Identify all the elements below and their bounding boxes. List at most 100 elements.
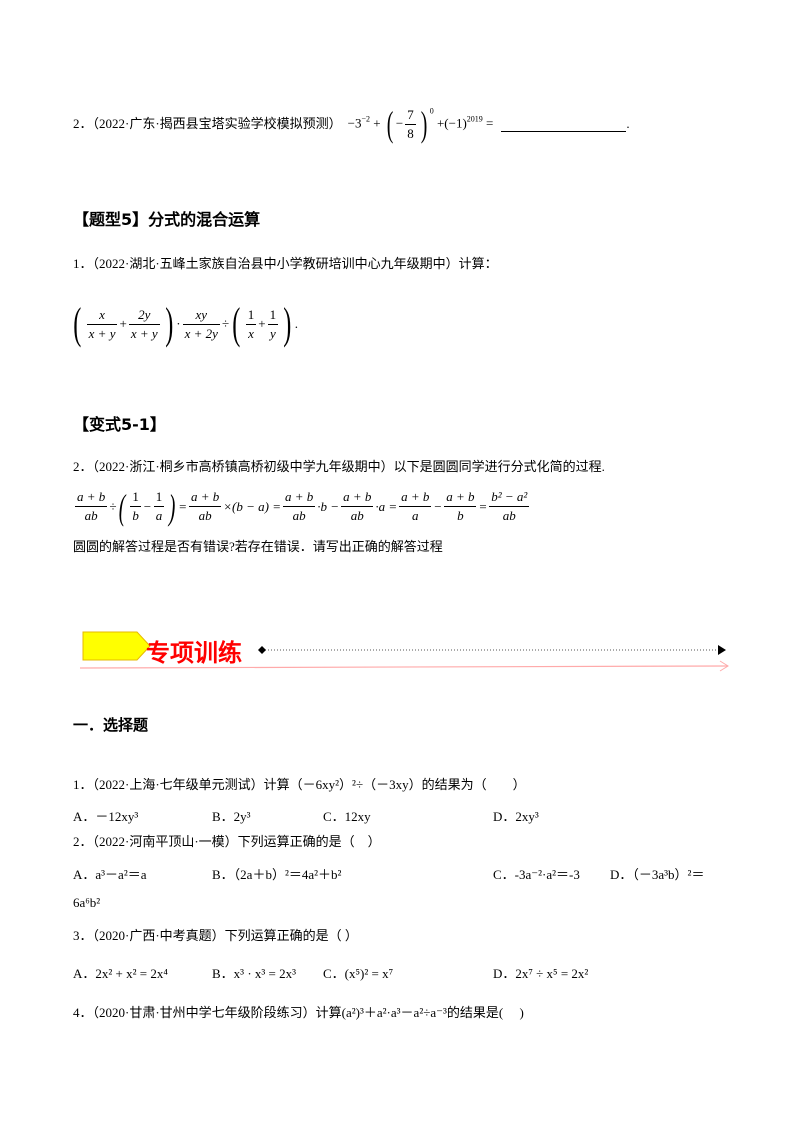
- paren: ): [420, 104, 428, 144]
- numerator: a + b: [341, 488, 374, 507]
- operator: =: [178, 498, 187, 514]
- section-heading: 【题型5】分式的混合运算: [73, 210, 261, 229]
- numerator: b² − a²: [489, 488, 530, 507]
- denominator: b: [457, 508, 464, 523]
- operator: −: [433, 498, 443, 514]
- operator: −: [395, 114, 404, 130]
- denominator: ab: [502, 508, 516, 523]
- numerator: x: [86, 306, 118, 325]
- option-c[interactable]: C．(x⁵)² = x⁷: [323, 966, 394, 981]
- arrow-head: [718, 645, 726, 655]
- denominator: x: [248, 325, 254, 341]
- paren: (: [119, 486, 126, 527]
- numerator: xy: [182, 306, 220, 325]
- operator: ·: [176, 316, 181, 332]
- math-expression: −3−2 + (−7 8) 0 +(−1)2019 =: [348, 106, 494, 143]
- numerator: 1: [267, 306, 279, 325]
- option-d[interactable]: D．2xy³: [493, 809, 539, 824]
- fraction: b² − a² ab: [489, 488, 530, 525]
- numerator: 1: [130, 488, 141, 507]
- numerator: 1: [245, 306, 257, 325]
- operator: ÷: [221, 316, 230, 332]
- denominator: x + y: [88, 325, 116, 341]
- option-d[interactable]: D．（－3a³b）²＝: [610, 867, 705, 882]
- section-banner: 专项训练: [80, 630, 732, 675]
- denominator: ab: [292, 508, 306, 523]
- banner-graphic: [80, 631, 729, 672]
- operator: +: [373, 114, 381, 130]
- operator: =: [486, 114, 494, 130]
- fraction: a + b ab: [341, 488, 374, 525]
- operator: =: [478, 498, 488, 514]
- question-text: 1．（2022·上海·七年级单元测试）计算（－6xy²）²÷（－3xy）的结果为…: [73, 777, 526, 792]
- exponent: −2: [361, 113, 371, 123]
- variant-heading: 【变式5-1】: [73, 415, 166, 434]
- fraction: 2y x + y: [128, 306, 160, 343]
- math-term: ×(b − a) =: [223, 498, 281, 514]
- option-a[interactable]: A．2x² + x² = 2x⁴: [73, 966, 168, 981]
- denominator: a: [155, 508, 163, 523]
- diamond-marker: [258, 646, 266, 654]
- banner-arrow-box: [82, 631, 151, 661]
- denominator: 8: [407, 125, 414, 141]
- operator: +: [258, 316, 266, 332]
- paren: ): [164, 299, 173, 348]
- numerator: a + b: [188, 488, 222, 507]
- option-a[interactable]: A．－12xy³: [73, 809, 139, 824]
- math-term: −3: [347, 114, 362, 130]
- option-b[interactable]: B．（2a＋b）²＝4a²＋b²: [212, 867, 342, 882]
- question-text: 2．（2022·浙江·桐乡市高桥镇高桥初级中学九年级期中）以下是圆圆同学进行分式…: [73, 459, 605, 474]
- banner-title: 专项训练: [146, 639, 242, 667]
- numerator: a + b: [75, 488, 108, 507]
- question-line: 2．（2022·广东·揭西县宝塔实验学校模拟预测） −3−2 + (−7 8) 0 …: [73, 104, 630, 144]
- option-c[interactable]: C．-3a⁻²·a²＝-3: [493, 867, 580, 882]
- numerator: 2y: [128, 306, 160, 325]
- numerator: 7: [405, 106, 416, 125]
- operator: +: [119, 316, 127, 332]
- option-d[interactable]: D．2x⁷ ÷ x⁵ = 2x²: [493, 966, 589, 981]
- option-b[interactable]: B．2y³: [212, 809, 251, 824]
- numerator: a + b: [399, 488, 432, 507]
- exponent: 0: [429, 105, 434, 115]
- fraction: a + b ab: [283, 488, 316, 525]
- fraction: a + b ab: [188, 488, 222, 525]
- answer-blank[interactable]: [501, 117, 627, 132]
- option-c[interactable]: C．12xy: [323, 809, 371, 824]
- option-a[interactable]: A．a³－a²＝a: [73, 867, 147, 882]
- math-term: ·b −: [317, 498, 340, 514]
- period: .: [294, 316, 298, 332]
- numerator: a + b: [283, 488, 316, 507]
- denominator: ab: [198, 508, 212, 523]
- denominator: a: [412, 508, 419, 523]
- denominator: ab: [350, 508, 364, 523]
- math-term: ·a =: [375, 498, 398, 514]
- question-text: 圆圆的解答过程是否有错误?若存在错误．请写出正确的解答过程: [73, 539, 443, 554]
- paren: ): [283, 299, 292, 348]
- denominator: b: [132, 508, 139, 523]
- denominator: x + 2y: [184, 325, 218, 341]
- numerator: 1: [153, 488, 165, 507]
- red-underline: [80, 665, 729, 669]
- denominator: y: [269, 325, 276, 341]
- math-term: +(−1): [436, 114, 467, 130]
- fraction: a + b ab: [75, 488, 108, 525]
- paren: (: [386, 104, 394, 144]
- paren: ): [168, 486, 176, 527]
- period: .: [626, 116, 630, 132]
- paren: (: [73, 299, 82, 348]
- fraction: xy x + 2y: [182, 306, 220, 343]
- option-d-continuation: 6a⁶b²: [73, 895, 101, 910]
- question-text: 2．（2022·广东·揭西县宝塔实验学校模拟预测）: [73, 116, 342, 132]
- exponent: 2019: [466, 113, 483, 123]
- option-b[interactable]: B．x³ · x³ = 2x³: [212, 966, 297, 981]
- question-text: 2．（2022·河南平顶山·一模）下列运算正确的是（ ）: [73, 834, 381, 849]
- paren: (: [232, 299, 241, 348]
